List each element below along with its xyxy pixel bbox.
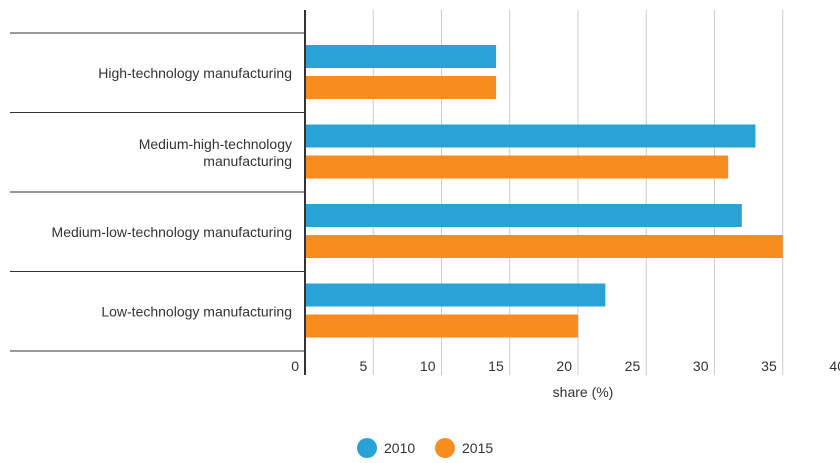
x-tick-label: 10 <box>420 358 436 374</box>
bar-2010-cat-2 <box>305 204 742 227</box>
category-label: High-technology manufacturing <box>98 65 292 81</box>
category-separators <box>10 32 305 352</box>
category-label: Medium-high-technology <box>139 136 292 152</box>
bar-2015-cat-0 <box>305 76 497 99</box>
x-tick-label: 20 <box>556 358 572 374</box>
legend: 2010 2015 <box>357 438 493 458</box>
x-tick-label: 35 <box>761 358 777 374</box>
legend-swatch-2010 <box>357 438 377 458</box>
legend-label: 2015 <box>462 440 493 456</box>
gridlines <box>372 10 784 375</box>
category-labels: High-technology manufacturing Medium-high… <box>52 65 292 320</box>
x-tick-label: 30 <box>693 358 709 374</box>
category-label: manufacturing <box>203 153 292 169</box>
x-axis-title: share (%) <box>553 384 614 400</box>
x-tick-labels: 0 5 10 15 20 25 30 35 40 <box>291 358 840 374</box>
bar-2010-cat-3 <box>305 283 606 307</box>
category-label: Medium-low-technology manufacturing <box>52 224 292 240</box>
bar-2010-cat-1 <box>305 124 756 148</box>
x-tick-label: 25 <box>625 358 641 374</box>
x-tick-label: 0 <box>291 358 299 374</box>
bars <box>305 45 783 338</box>
bar-2015-cat-2 <box>305 235 783 258</box>
x-tick-label: 40 <box>829 358 840 374</box>
legend-label: 2010 <box>384 440 415 456</box>
bar-2010-cat-0 <box>305 45 497 68</box>
x-tick-label: 15 <box>488 358 504 374</box>
bar-2015-cat-3 <box>305 314 578 338</box>
category-label: Low-technology manufacturing <box>101 303 292 319</box>
x-tick-label: 5 <box>359 358 367 374</box>
legend-swatch-2015 <box>435 438 455 458</box>
bar-2015-cat-1 <box>305 155 729 179</box>
